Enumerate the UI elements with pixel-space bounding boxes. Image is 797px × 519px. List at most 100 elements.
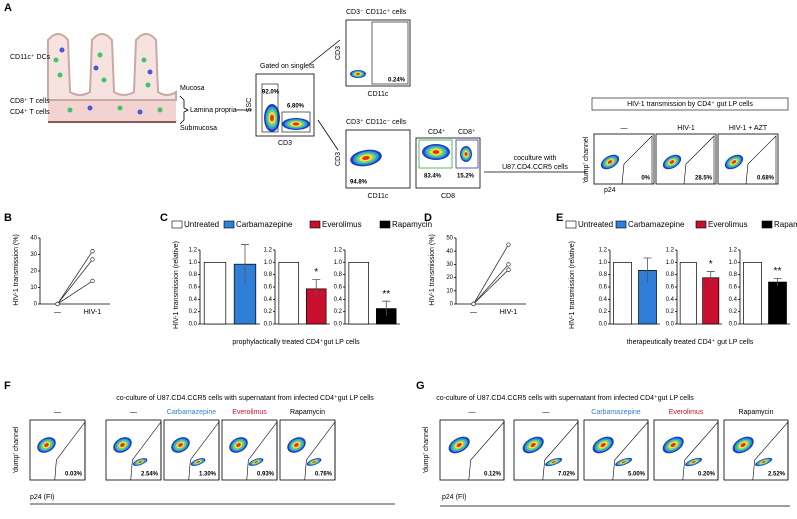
- density: [464, 152, 468, 156]
- y-tick-label: 0.6: [189, 285, 198, 291]
- error-bar: [706, 271, 715, 284]
- legend-swatch: [223, 220, 235, 229]
- tissue-diagram: [47, 33, 586, 173]
- legend-label: Everolimus: [322, 220, 362, 229]
- significance: **: [774, 266, 782, 277]
- y-tick-label: 0.2: [264, 309, 273, 315]
- y-tick-label: 1.0: [599, 260, 608, 266]
- axis-label: 'dump' channel: [13, 426, 20, 473]
- gate-value: 2.54%: [141, 472, 159, 478]
- gate: [246, 421, 278, 481]
- line: [57, 250, 93, 305]
- y-tick-label: 30: [446, 262, 453, 268]
- condition-label: Rapamycin: [290, 409, 325, 416]
- y-tick-label: 0.6: [666, 285, 675, 291]
- y-tick-label: 10: [446, 288, 453, 294]
- y-tick-label: 40: [30, 236, 37, 242]
- gate-value: 6.80%: [287, 104, 305, 110]
- gate: [468, 421, 505, 481]
- error-bar: [382, 300, 391, 316]
- axis-label: CD11c: [368, 91, 389, 98]
- gate: [418, 139, 453, 169]
- y-tick-label: 50: [446, 236, 453, 242]
- bar: [278, 261, 300, 325]
- axis-label: CD8: [441, 193, 455, 200]
- density: [621, 461, 626, 463]
- density: [669, 160, 675, 164]
- brace: [179, 95, 189, 125]
- density: [178, 443, 183, 447]
- gate-value: 0.68%: [757, 176, 775, 182]
- y-tick-label: 0.4: [729, 297, 738, 303]
- legend-swatch: [379, 220, 391, 229]
- gate-value: 2.52%: [768, 472, 786, 478]
- y-tick-label: 1.0: [729, 260, 738, 266]
- density: [530, 442, 536, 448]
- y-tick-label: 0.0: [729, 322, 738, 328]
- note: U87.CD4.CCR5 cells: [502, 164, 568, 171]
- panel-letter: D: [424, 212, 432, 224]
- condition-label: Everolimus: [232, 409, 267, 416]
- y-tick-label: 0.8: [264, 272, 273, 278]
- y-tick-label: 0: [34, 302, 38, 308]
- x-tick-label: HIV-1: [500, 309, 518, 316]
- density: [196, 461, 200, 463]
- point: [471, 301, 476, 307]
- cell-label: CD11c⁺ DCs: [10, 54, 51, 61]
- condition-label: —: [130, 409, 137, 416]
- plot-title: CD3⁺ CD11c⁻ cells: [346, 119, 407, 126]
- y-tick-label: 1.2: [666, 248, 675, 254]
- plot-title: HIV-1 transmission by CD4⁺ gut LP cells: [627, 101, 753, 108]
- layer-label: Lamina propria: [190, 107, 237, 114]
- error-bar: [312, 279, 321, 299]
- density: [761, 461, 766, 463]
- point: [90, 257, 95, 262]
- condition-label: Carbamazepine: [591, 409, 641, 416]
- axis-label: prophylactically treated CD4⁺gut LP cell…: [232, 339, 360, 346]
- axis-label: CD11c: [368, 193, 389, 200]
- legend-swatch: [565, 220, 577, 229]
- y-tick-label: 0.8: [666, 272, 675, 278]
- bar: [679, 261, 697, 325]
- legend-swatch: [695, 220, 707, 229]
- y-tick-label: 0.8: [599, 272, 608, 278]
- line: [57, 259, 93, 305]
- density: [44, 443, 49, 447]
- error-bar: [643, 257, 652, 283]
- y-tick-label: 1.0: [334, 260, 343, 266]
- cd8-cells: [59, 47, 153, 115]
- density: [254, 461, 258, 463]
- legend-label: Untreated: [184, 220, 219, 229]
- density: [356, 73, 360, 75]
- gate-value: 1.30%: [199, 472, 217, 478]
- y-tick-label: 0.4: [334, 297, 343, 303]
- x-tick-label: —: [54, 309, 61, 316]
- axis-label: HIV-1 transmission (relative): [569, 241, 576, 329]
- t-cells: [53, 52, 163, 113]
- legend-label: Rapamycin: [392, 220, 432, 229]
- panel-letter: A: [4, 2, 12, 14]
- y-tick-label: 0.6: [264, 285, 273, 291]
- axis-label: p24 (FI): [30, 494, 55, 501]
- cell-label: CD8⁺ T cells: [10, 98, 50, 105]
- gate: [371, 21, 409, 85]
- condition-label: Rapamycin: [738, 409, 773, 416]
- panel-letter: G: [416, 380, 425, 392]
- villi: [47, 33, 177, 101]
- panel-letter: B: [4, 212, 12, 224]
- plot-frame: [255, 73, 315, 137]
- legend-label: Untreated: [578, 220, 613, 229]
- density: [670, 442, 676, 448]
- gate-value: 92.0%: [262, 90, 280, 96]
- gate-label: CD4⁺: [428, 129, 446, 136]
- submucosa-layer: [48, 100, 176, 122]
- y-tick-label: 0.4: [189, 297, 198, 303]
- bar: [702, 277, 720, 325]
- bar: [348, 261, 370, 325]
- y-tick-label: 0.6: [599, 285, 608, 291]
- density: [362, 155, 370, 161]
- layer-label: Submucosa: [180, 125, 217, 132]
- line: [473, 264, 509, 305]
- gate: [281, 111, 311, 133]
- y-tick-label: 0.2: [729, 309, 738, 315]
